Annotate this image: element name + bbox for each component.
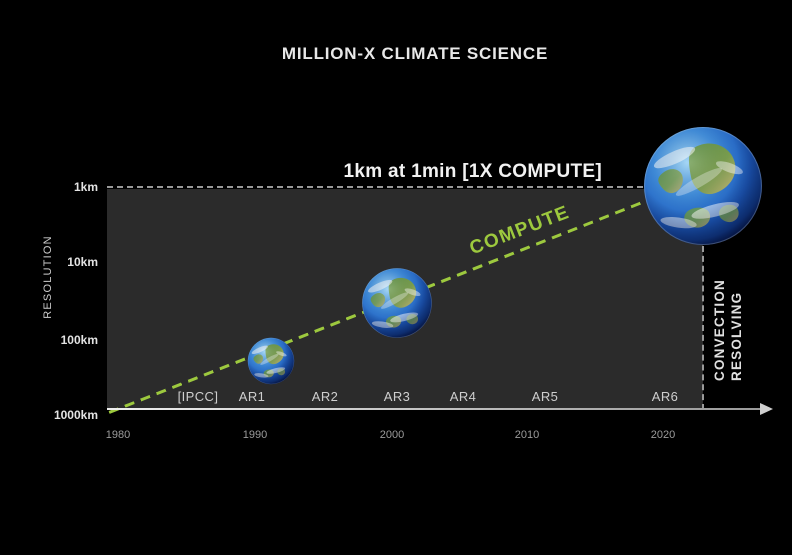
y-tick-1000km: 1000km: [53, 408, 98, 422]
y-axis-title: RESOLUTION: [42, 235, 54, 319]
milestone-ar6: AR6: [651, 389, 679, 404]
milestone-ipcc: [IPCC]: [177, 389, 219, 404]
convection-label-line1: CONVECTION: [712, 278, 728, 382]
x-axis-arrowhead-icon: [760, 403, 773, 415]
earth-icon-small: [247, 337, 295, 385]
milestone-ar4: AR4: [449, 389, 477, 404]
milestone-ar2: AR2: [311, 389, 339, 404]
y-tick-100km: 100km: [60, 333, 98, 347]
x-tick-2020: 2020: [650, 429, 676, 441]
milestone-ar3: AR3: [383, 389, 411, 404]
earth-icon-large: [642, 125, 764, 247]
y-tick-10km: 10km: [67, 255, 98, 269]
x-tick-2000: 2000: [379, 429, 405, 441]
x-tick-1980: 1980: [105, 429, 131, 441]
milestone-ar1: AR1: [238, 389, 266, 404]
milestone-ar5: AR5: [531, 389, 559, 404]
earth-icon-medium: [361, 267, 433, 339]
convection-boundary-dashed-line: [702, 246, 704, 410]
convection-resolving-label: CONVECTION RESOLVING: [712, 279, 746, 381]
x-tick-2010: 2010: [514, 429, 540, 441]
convection-label-line2: RESOLVING: [729, 291, 744, 382]
compute-target-annotation: 1km at 1min [1X COMPUTE]: [343, 161, 602, 182]
x-tick-1990: 1990: [242, 429, 268, 441]
x-axis-line: [107, 408, 762, 410]
slide-title: MILLION-X CLIMATE SCIENCE: [281, 44, 549, 63]
one-km-threshold-dashed-line: [107, 186, 703, 188]
y-tick-1km: 1km: [73, 180, 98, 194]
